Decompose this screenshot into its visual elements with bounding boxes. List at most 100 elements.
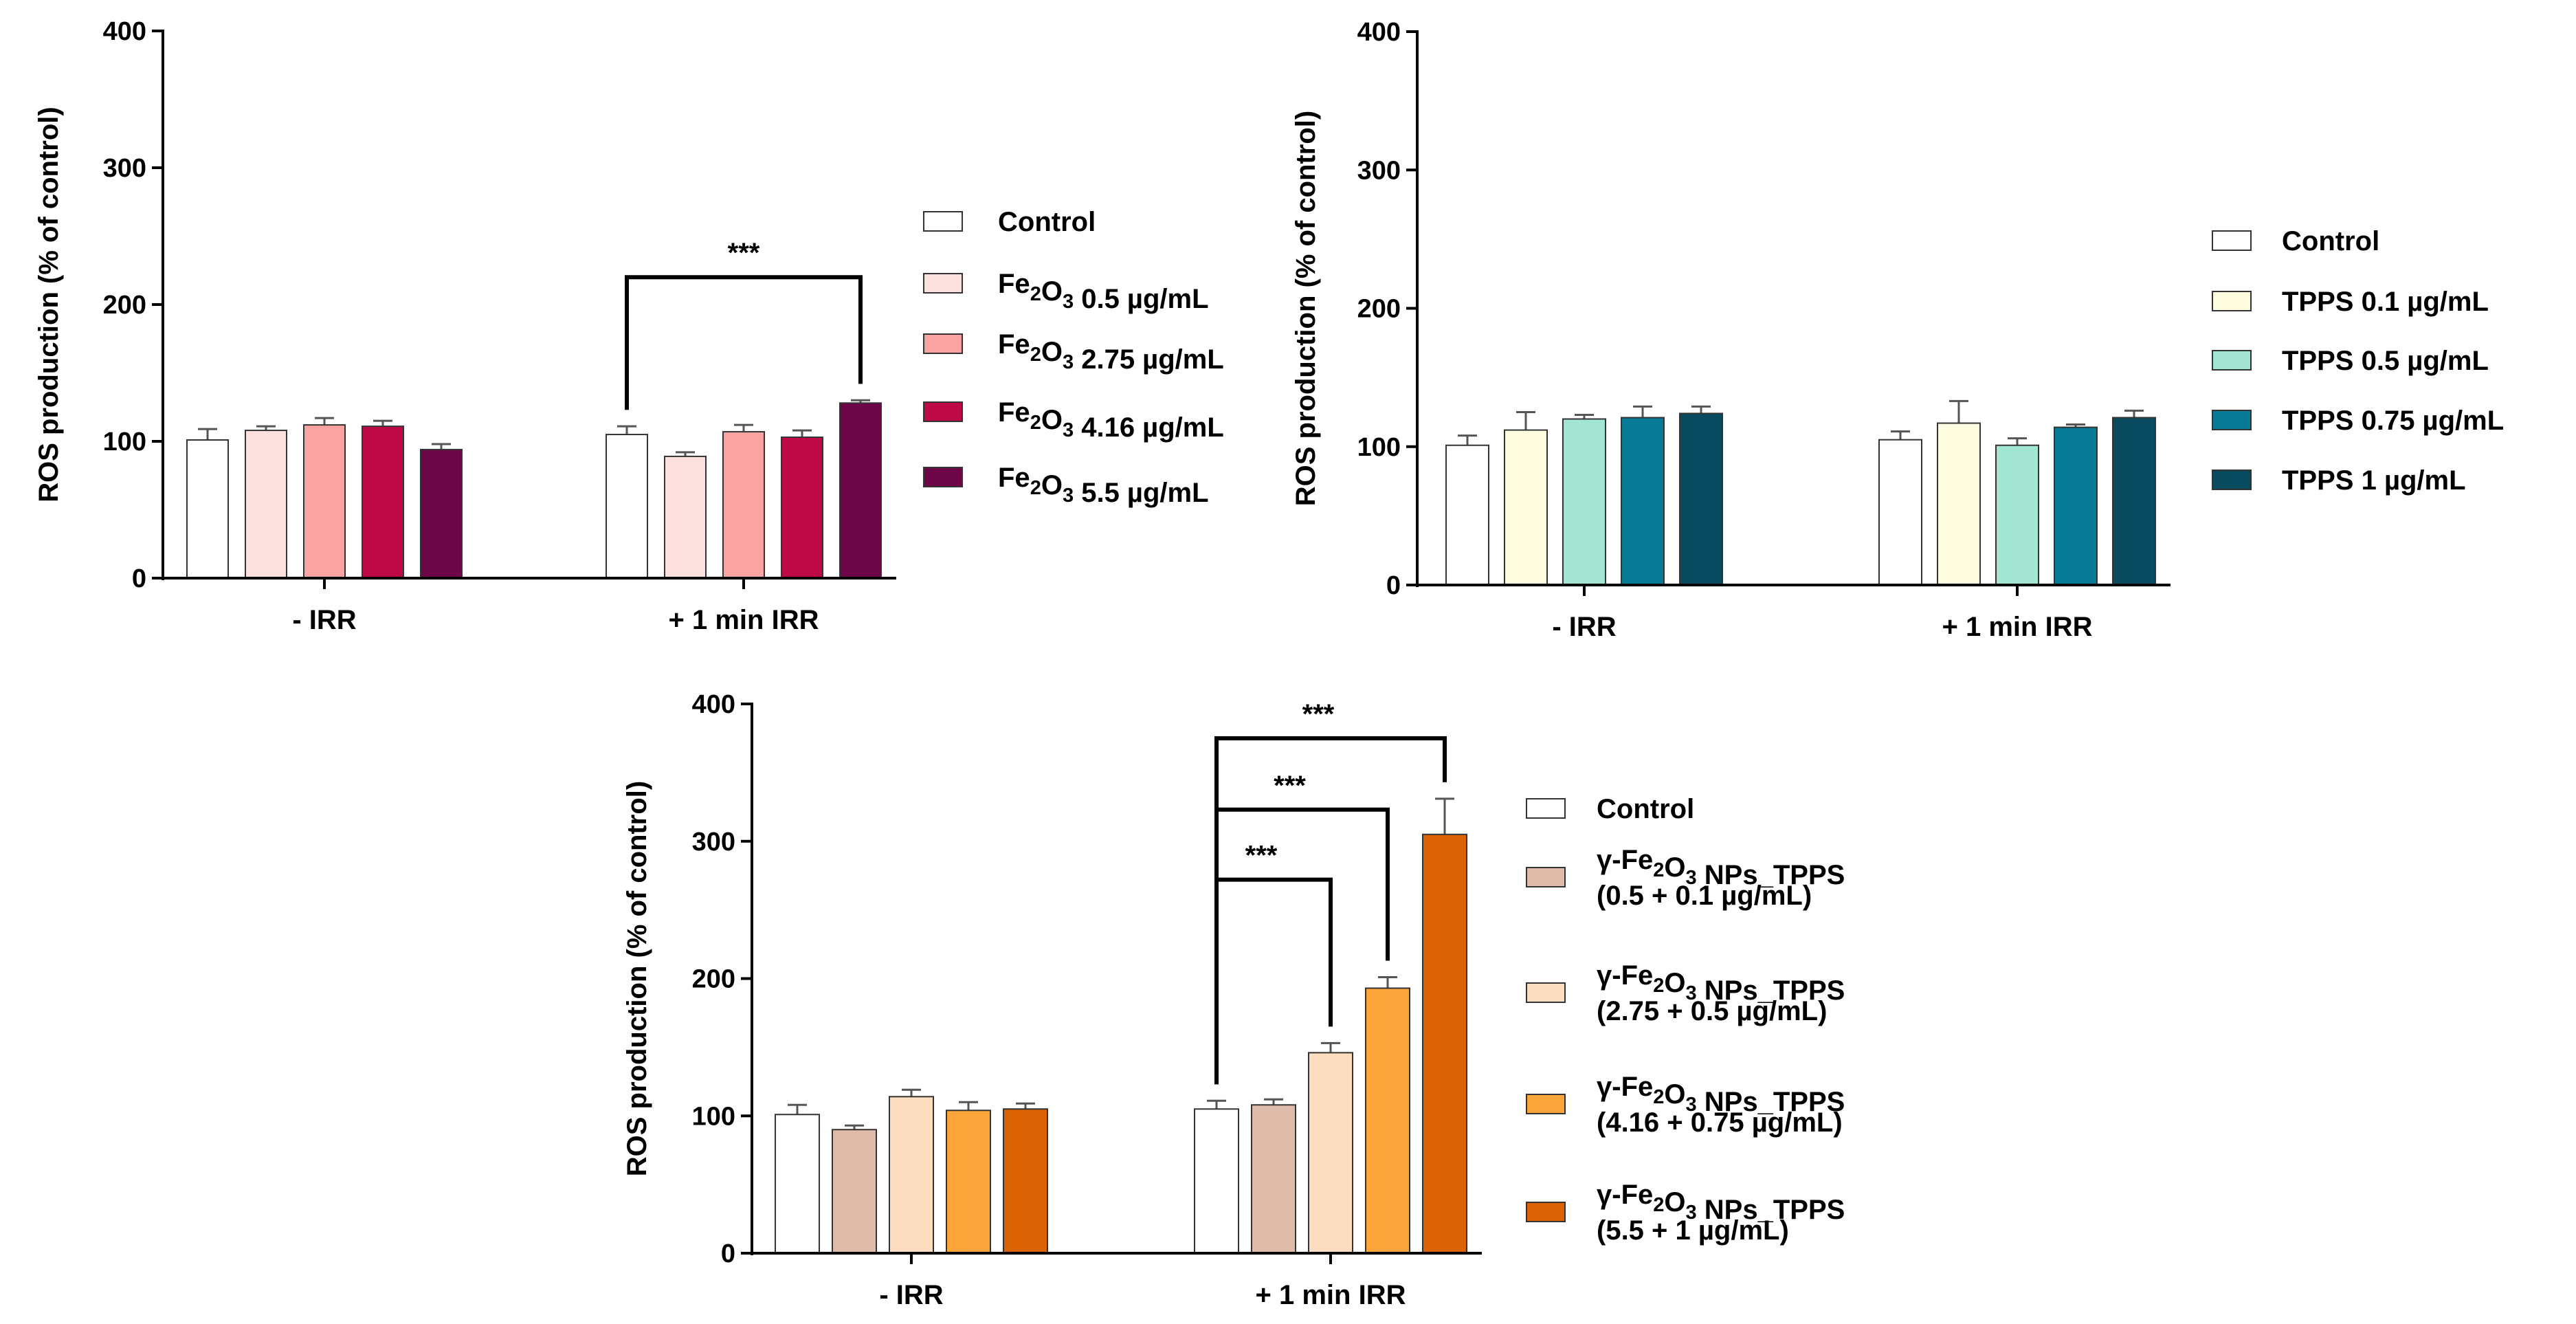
- chart-fe2o3: 0 100 200 300 400 - IRR + 1 min IRR ROS product…: [34, 17, 1224, 635]
- legend-label: Fe2O3 2.75 µg/mL: [998, 329, 1224, 375]
- legend-swatch: [923, 401, 963, 422]
- significance-bracket: [625, 275, 863, 410]
- legend-swatch: [1526, 1094, 1566, 1114]
- legend-fe2o3: Control Fe2O3 0.5 µg/mL Fe2O3 2.75 µg/mL Fe…: [923, 207, 1224, 508]
- x-category-label: - IRR: [292, 605, 356, 635]
- y-tick-label: 0: [132, 564, 146, 593]
- bar: [420, 448, 463, 579]
- y-tick-label: 300: [1357, 156, 1401, 185]
- bar: [722, 431, 765, 579]
- bar: [1504, 429, 1548, 586]
- significance-bracket: [1214, 736, 1447, 1085]
- y-tick-label: 400: [692, 690, 735, 719]
- y-axis-label: ROS production (% of control): [1291, 111, 1321, 507]
- bar: [775, 1114, 820, 1254]
- significance-bracket: [1214, 807, 1390, 1085]
- y-tick-label: 400: [1357, 18, 1401, 47]
- y-tick-label: 100: [103, 428, 146, 456]
- chart-tpps: 0 100 200 300 400 - IRR + 1 min IRR ROS product…: [1291, 18, 2504, 642]
- legend-swatch: [2212, 350, 2252, 371]
- legend-label: Fe2O3 0.5 µg/mL: [998, 269, 1209, 314]
- x-category-label: + 1 min IRR: [1256, 1280, 1406, 1310]
- legend-swatch: [1526, 798, 1566, 819]
- bar: [839, 402, 882, 580]
- y-tick-label: 200: [692, 965, 735, 994]
- y-tick-label: 200: [103, 291, 146, 320]
- bar: [1878, 439, 1922, 586]
- y-tick-label: 200: [1357, 295, 1401, 324]
- y-tick-label: 100: [1357, 433, 1401, 462]
- legend-swatch: [923, 333, 963, 354]
- legend-label: Control: [998, 207, 1096, 237]
- y-axis-label: ROS production (% of control): [622, 781, 652, 1177]
- legend-label: (0.5 + 0.1 µg/mL): [1597, 881, 1812, 911]
- legend-label: (4.16 + 0.75 µg/mL): [1597, 1107, 1843, 1138]
- legend-label: (2.75 + 0.5 µg/mL): [1597, 996, 1827, 1026]
- y-tick-label: 100: [692, 1102, 735, 1131]
- bar: [781, 437, 823, 580]
- significance-label: ***: [728, 238, 760, 268]
- bar: [1679, 412, 1723, 586]
- bar: [1308, 1052, 1353, 1254]
- bar: [1422, 833, 1467, 1254]
- legend-label: TPPS 1 µg/mL: [2282, 465, 2466, 496]
- x-category-label: + 1 min IRR: [669, 605, 819, 635]
- legend-swatch: [1526, 982, 1566, 1003]
- legend-swatch: [1526, 1202, 1566, 1222]
- legend-swatch: [2212, 230, 2252, 251]
- legend-swatch: [2212, 410, 2252, 430]
- legend-swatch: [2212, 470, 2252, 490]
- legend-label: Fe2O3 4.16 µg/mL: [998, 397, 1224, 443]
- bar: [1937, 422, 1981, 586]
- bar: [1365, 987, 1410, 1255]
- bar: [606, 434, 648, 579]
- bar: [362, 426, 404, 579]
- bar: [1003, 1108, 1048, 1254]
- bar: [245, 430, 287, 580]
- y-tick-label: 0: [721, 1239, 735, 1268]
- legend-label: γ-Fe2O3 NPs_TPPS: [1597, 845, 1845, 890]
- significance-label: ***: [1302, 699, 1335, 729]
- bar: [664, 455, 707, 580]
- significance-label: ***: [1245, 841, 1278, 871]
- legend-swatch: [923, 211, 963, 232]
- bar: [2054, 426, 2098, 586]
- legend-swatch: [1526, 867, 1566, 887]
- bar: [1562, 418, 1606, 586]
- bar: [1995, 444, 2039, 586]
- significance-label: ***: [1274, 771, 1306, 801]
- legend-label: TPPS 0.75 µg/mL: [2282, 406, 2504, 436]
- bar: [1621, 417, 1665, 586]
- legend-swatch: [2212, 291, 2252, 311]
- bar: [946, 1110, 991, 1255]
- legend-label: Control: [2282, 226, 2379, 256]
- legend-label: Fe2O3 5.5 µg/mL: [998, 463, 1209, 508]
- y-tick-label: 400: [103, 17, 146, 46]
- bar: [1251, 1104, 1296, 1255]
- legend-swatch: [923, 273, 963, 294]
- bar: [832, 1129, 877, 1254]
- legend-label: γ-Fe2O3 NPs_TPPS: [1597, 960, 1845, 1006]
- bar: [303, 424, 346, 579]
- legend-label: γ-Fe2O3 NPs_TPPS: [1597, 1180, 1845, 1225]
- legend-label: Control: [1597, 794, 1694, 824]
- legend-label: γ-Fe2O3 NPs_TPPS: [1597, 1072, 1845, 1117]
- bar: [889, 1096, 934, 1255]
- y-tick-label: 0: [1386, 571, 1401, 600]
- x-category-label: + 1 min IRR: [1942, 612, 2093, 642]
- bar: [1194, 1108, 1239, 1254]
- bar: [186, 439, 229, 580]
- bar: [2112, 417, 2156, 586]
- x-category-label: - IRR: [1552, 612, 1616, 642]
- legend-tpps: Control TPPS 0.1 µg/mL TPPS 0.5 µg/mL TPPS …: [2212, 226, 2504, 496]
- y-tick-label: 300: [692, 828, 735, 857]
- legend-swatch: [923, 467, 963, 487]
- legend-label: (5.5 + 1 µg/mL): [1597, 1215, 1789, 1246]
- legend-label: TPPS 0.5 µg/mL: [2282, 346, 2489, 376]
- chart-combo: 0 100 200 300 400 - IRR + 1 min IRR ROS product…: [622, 690, 1845, 1310]
- bar: [1445, 444, 1489, 586]
- legend-label: TPPS 0.1 µg/mL: [2282, 287, 2489, 317]
- y-axis-label: ROS production (% of control): [34, 107, 64, 503]
